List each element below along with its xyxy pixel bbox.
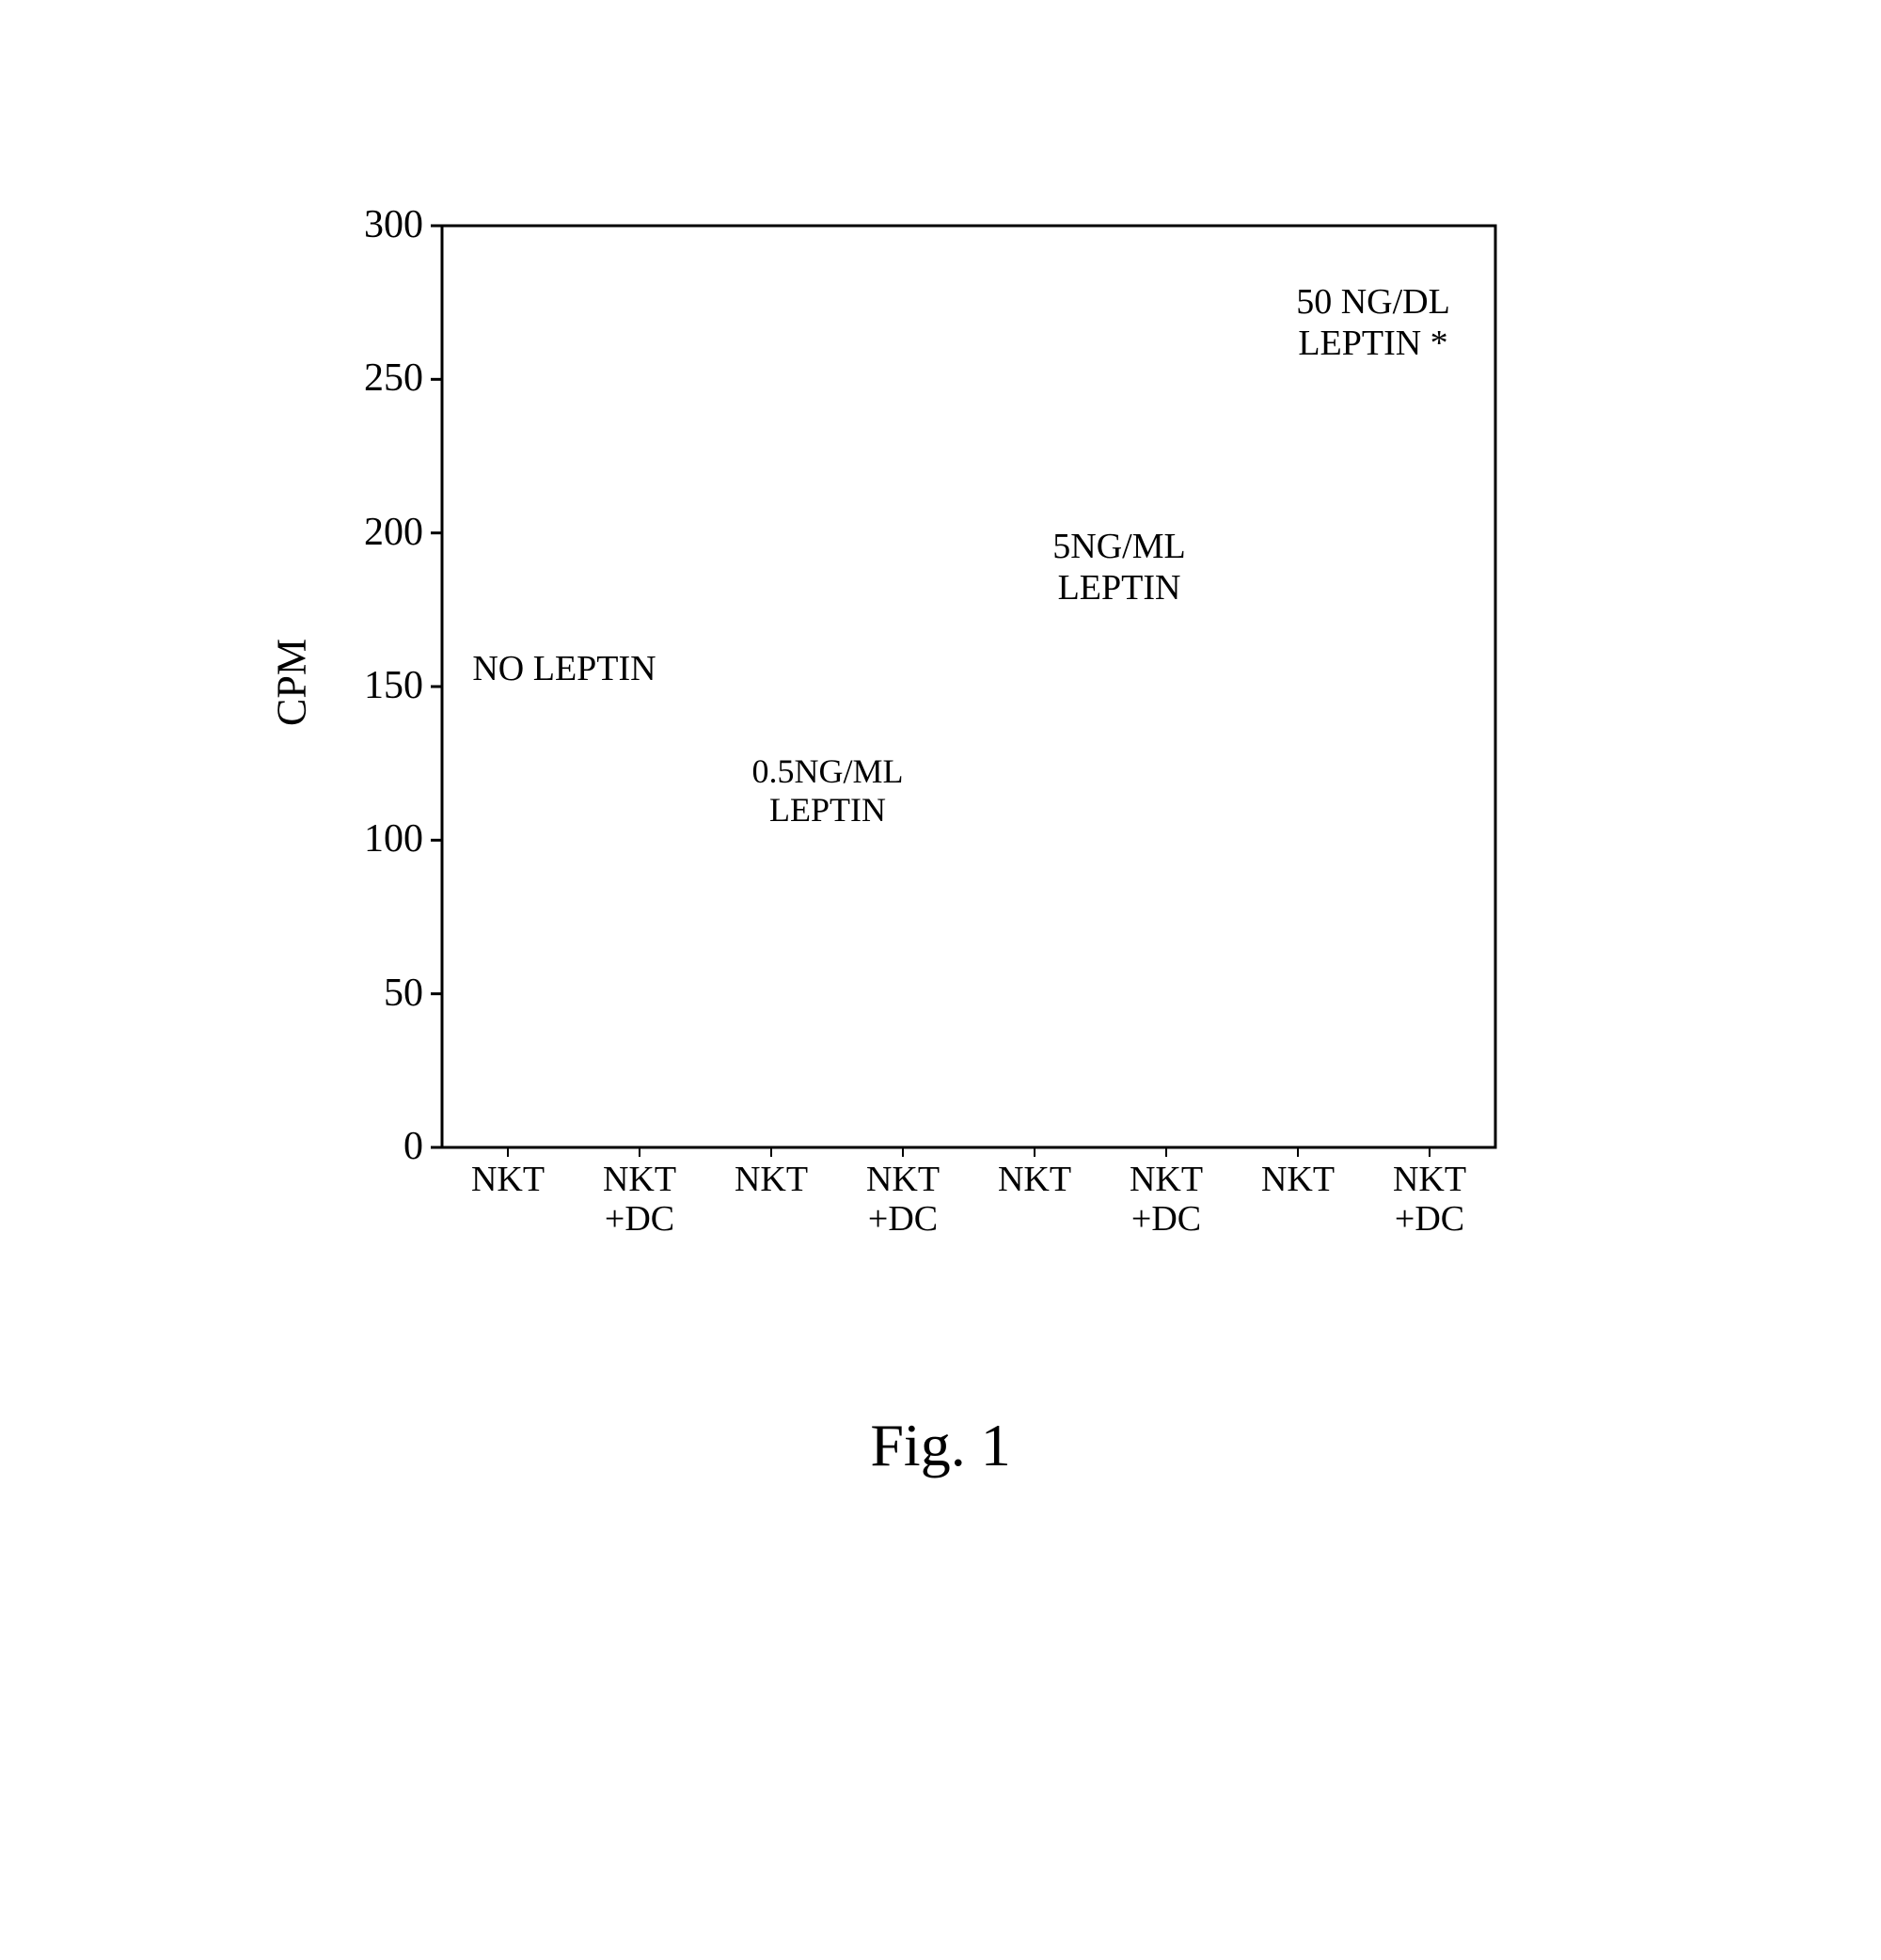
x-tick-label: NKT +DC <box>837 1161 969 1240</box>
y-tick-label: 50 <box>320 971 423 1016</box>
x-tick-label: NKT +DC <box>1100 1161 1232 1240</box>
y-tick-label: 100 <box>320 816 423 861</box>
annotation: NO LEPTIN <box>414 649 715 690</box>
y-tick-label: 200 <box>320 510 423 555</box>
x-tick-label: NKT +DC <box>1364 1161 1495 1240</box>
x-tick-label: NKT +DC <box>574 1161 705 1240</box>
y-tick-label: 0 <box>320 1124 423 1169</box>
x-tick-label: NKT <box>705 1161 837 1200</box>
y-tick-label: 300 <box>320 202 423 247</box>
y-axis-label: CPM <box>268 608 316 758</box>
x-tick-label: NKT <box>442 1161 574 1200</box>
annotation: 5NG/ML LEPTIN <box>969 527 1270 609</box>
figure-caption: Fig. 1 <box>0 1411 1881 1480</box>
annotation: 0.5NG/ML LEPTIN <box>677 752 978 830</box>
x-tick-label: NKT <box>1232 1161 1364 1200</box>
y-tick-label: 150 <box>320 663 423 708</box>
x-tick-label: NKT <box>969 1161 1100 1200</box>
annotation: 50 NG/DL LEPTIN * <box>1223 282 1524 364</box>
y-tick-label: 250 <box>320 356 423 401</box>
